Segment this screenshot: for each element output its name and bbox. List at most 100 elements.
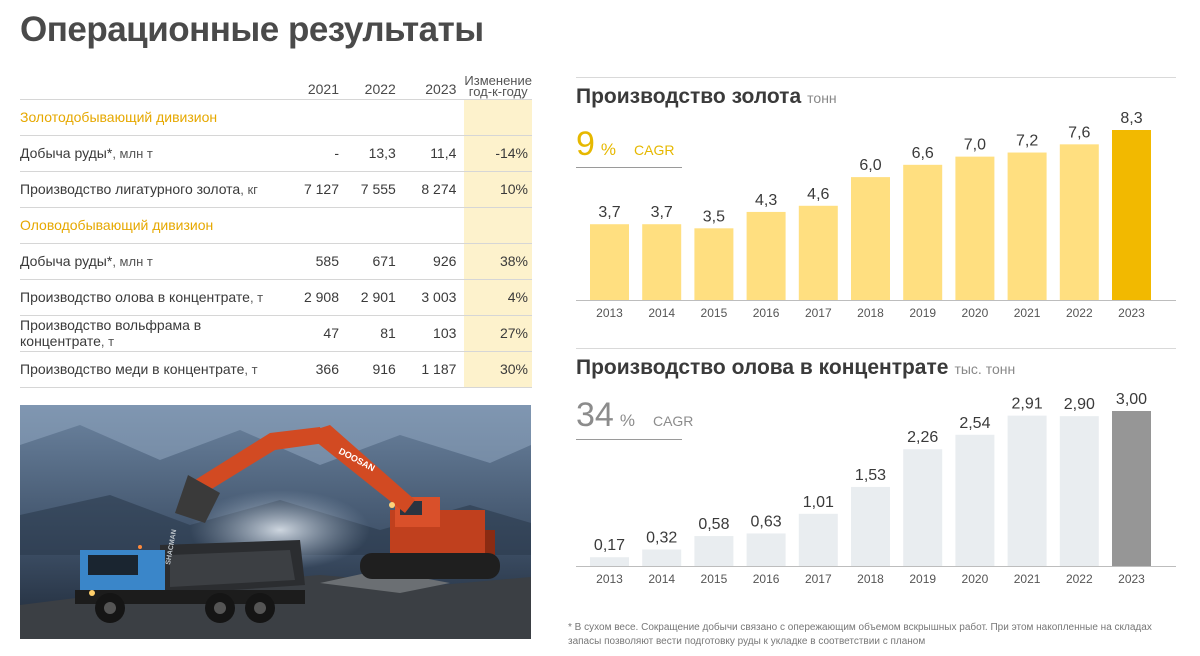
data-label-2019: 2,26 (907, 429, 938, 446)
cagr-label: CAGR (652, 413, 694, 429)
data-label-2019: 6,6 (912, 145, 934, 162)
table-row: Добыча руды*, млн т - 13,3 11,4 -14% (20, 135, 532, 171)
cell-2021: 7 127 (303, 181, 339, 197)
data-label-2015: 3,5 (703, 208, 725, 225)
row-label: Добыча руды*, млн т (20, 145, 153, 161)
cagr-value: 9 (576, 125, 595, 163)
x-tick-2019: 2019 (909, 306, 936, 320)
cagr-value: 34 (576, 396, 614, 434)
bar-2015 (694, 228, 734, 300)
data-label-2020: 2,54 (959, 415, 990, 432)
page-title: Операционные результаты (20, 10, 484, 49)
x-tick-2021: 2021 (1014, 306, 1041, 320)
x-tick-2013: 2013 (596, 572, 623, 586)
bar-2020 (955, 434, 995, 566)
bar-2019 (903, 164, 943, 300)
chart-title-text: Производство олова в концентрате (576, 356, 949, 379)
cell-2023: 926 (433, 253, 457, 269)
bar-2016 (746, 211, 786, 300)
header-year-2022: 2022 (364, 80, 396, 97)
section-tin-division: Оловодобывающий дивизион (20, 207, 532, 243)
x-tick-2021: 2021 (1014, 572, 1041, 586)
bar-2022 (1059, 416, 1099, 566)
cell-2022: 916 (372, 361, 396, 377)
header-label (20, 66, 281, 99)
data-label-2016: 4,3 (755, 192, 777, 209)
gold-production-chart: Производство золота тонн 9% CAGR 3,7 2013 3,… (576, 77, 1176, 322)
data-label-2013: 0,17 (594, 537, 625, 554)
x-tick-2018: 2018 (857, 572, 884, 586)
x-tick-2018: 2018 (857, 306, 884, 320)
bar-2018 (851, 486, 890, 566)
tin-production-chart: Производство олова в концентрате тыс. тон… (576, 348, 1176, 588)
cagr-underline (576, 167, 682, 168)
bar-2021 (1007, 415, 1047, 566)
cell-2023: 8 274 (421, 181, 457, 197)
cell-change: 27% (464, 315, 532, 351)
cell-2021: 366 (315, 361, 339, 377)
data-label-2018: 6,0 (859, 157, 881, 174)
row-label: Производство меди в концентрате, т (20, 361, 258, 377)
chart-title: Производство олова в концентрате тыс. тон… (576, 356, 1015, 380)
table-row: Производство вольфрама в концентрате, т … (20, 315, 532, 351)
cell-2023: 1 187 (421, 361, 457, 377)
bar-2014 (642, 549, 682, 566)
cell-change: 30% (464, 351, 532, 387)
table-header-row: 2021 2022 2023 Изменение год-к-году (20, 66, 532, 99)
section-gold-division: Золотодобывающий дивизион (20, 99, 532, 135)
x-tick-2020: 2020 (962, 572, 989, 586)
cagr-underline (576, 439, 682, 440)
x-tick-2016: 2016 (753, 572, 780, 586)
x-tick-2016: 2016 (753, 306, 780, 320)
table-row: Производство лигатурного золота, кг 7 12… (20, 171, 532, 207)
cell-2022: 2 901 (360, 289, 396, 305)
header-change: Изменение год-к-году (464, 66, 532, 99)
cagr-percent-sign: % (619, 411, 635, 430)
x-tick-2023: 2023 (1118, 306, 1145, 320)
chart-unit: тыс. тонн (954, 361, 1016, 377)
bar-2019 (903, 449, 943, 566)
data-label-2017: 4,6 (807, 186, 829, 203)
header-year-2021: 2021 (307, 80, 339, 97)
cagr-label: CAGR (634, 142, 675, 158)
bar-2016 (746, 533, 786, 566)
section-title: Золотодобывающий дивизион (20, 109, 218, 125)
cell-change: 38% (464, 243, 532, 279)
footnote: * В сухом весе. Сокращение добычи связан… (568, 622, 1152, 647)
header-change-line2: год-к-году (468, 83, 528, 99)
cell-2023: 103 (433, 325, 457, 341)
bar-2013 (590, 224, 629, 300)
x-tick-2017: 2017 (805, 572, 832, 586)
mining-photo: DOOSAN SHACMAN (20, 405, 531, 639)
bar-2013 (590, 557, 629, 566)
data-label-2015: 0,58 (698, 516, 729, 533)
cell-2022: 7 555 (360, 181, 396, 197)
data-label-2021: 7,2 (1016, 133, 1038, 150)
data-label-2017: 1,01 (803, 494, 834, 511)
change-cell-empty (464, 99, 532, 135)
data-label-2020: 7,0 (964, 137, 986, 154)
excavator: DOOSAN (175, 425, 500, 579)
cell-2023: 11,4 (430, 145, 457, 161)
bar-2017 (798, 205, 838, 300)
bar-2020 (955, 156, 995, 300)
chart-top-rule (576, 348, 1176, 349)
cell-change: 10% (464, 171, 532, 207)
bar-2023 (1112, 130, 1151, 300)
operational-results-table: 2021 2022 2023 Изменение год-к-году Золо… (20, 66, 532, 388)
cell-change: 4% (464, 279, 532, 315)
row-label: Производство олова в концентрате, т (20, 289, 264, 305)
chart-top-rule (576, 77, 1176, 78)
cell-2021: 585 (315, 253, 339, 269)
cell-2022: 13,3 (368, 145, 396, 161)
data-label-2023: 8,3 (1120, 110, 1142, 127)
dump-truck: SHACMAN (75, 529, 305, 623)
table-row: Производство олова в концентрате, т 2 90… (20, 279, 532, 315)
data-label-2013: 3,7 (598, 204, 620, 221)
data-label-2021: 2,91 (1012, 396, 1043, 413)
header-year-2023: 2023 (425, 80, 457, 97)
bar-2022 (1059, 144, 1099, 300)
x-tick-2014: 2014 (648, 572, 675, 586)
bar-2023 (1112, 411, 1151, 566)
section-title: Оловодобывающий дивизион (20, 217, 214, 233)
